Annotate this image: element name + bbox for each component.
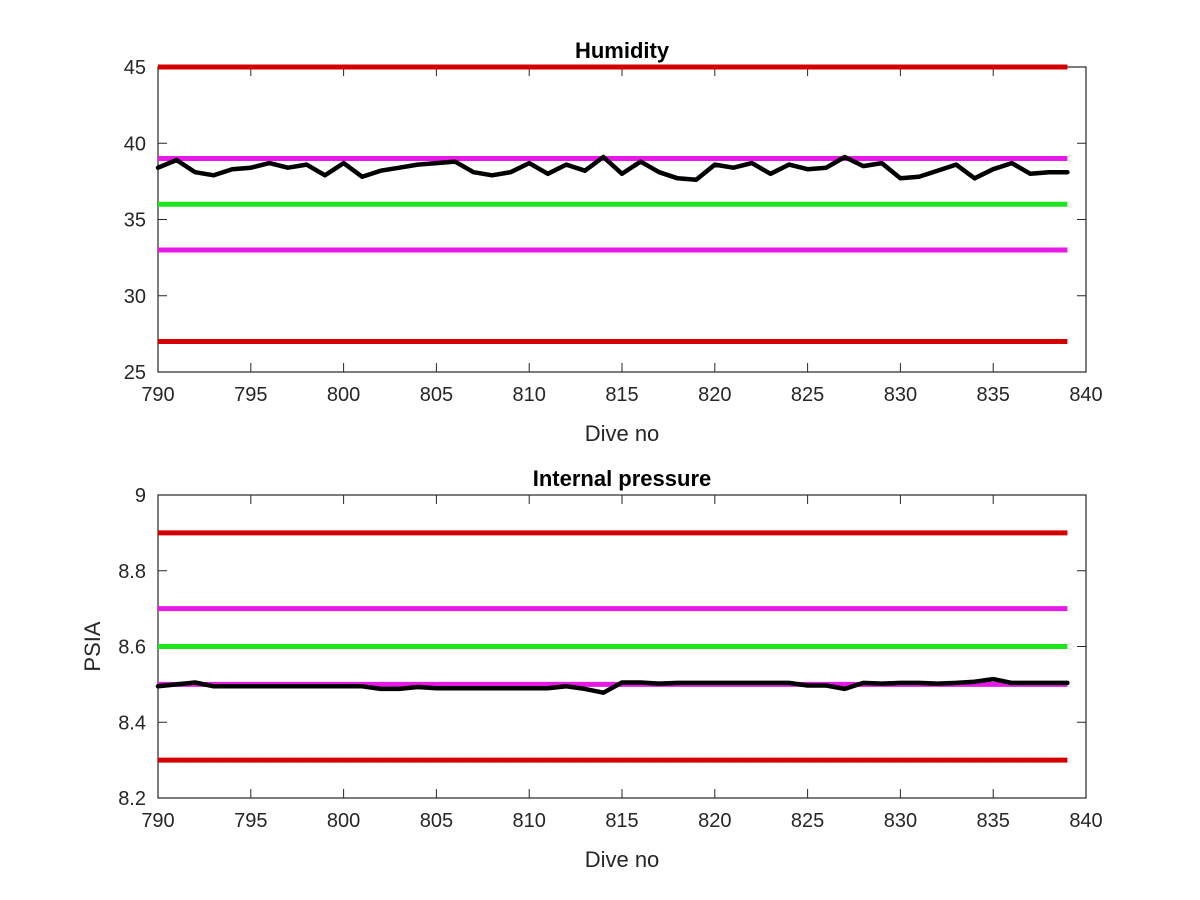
x-tick-label: 805 [420,810,453,832]
y-tick-label: 8.8 [118,561,146,583]
x-tick-label: 835 [977,810,1010,832]
x-tick-label: 790 [141,810,174,832]
y-tick-label: 40 [124,133,146,155]
x-tick-label: 830 [884,384,917,406]
y-tick-label: 9 [135,485,146,507]
x-tick-label: 835 [977,384,1010,406]
y-axis-label: PSIA [80,621,105,671]
series-line [155,676,1070,695]
x-axis-label: Dive no [585,421,660,446]
y-tick-label: 8.6 [118,637,146,659]
x-tick-label: 815 [605,810,638,832]
x-tick-label: 805 [420,384,453,406]
chart-title: Humidity [575,38,670,63]
x-tick-label: 810 [513,810,546,832]
x-tick-label: 800 [327,384,360,406]
series-line [155,154,1070,183]
x-tick-label: 840 [1069,810,1102,832]
y-tick-label: 35 [124,210,146,232]
y-tick-label: 8.4 [118,712,146,734]
chart-title: Internal pressure [533,466,712,491]
x-tick-label: 820 [698,384,731,406]
x-tick-label: 795 [234,810,267,832]
x-tick-label: 800 [327,810,360,832]
x-tick-label: 820 [698,810,731,832]
x-tick-label: 840 [1069,384,1102,406]
y-tick-label: 8.2 [118,788,146,810]
x-tick-label: 830 [884,810,917,832]
y-tick-label: 45 [124,57,146,79]
x-axis-label: Dive no [585,847,660,872]
subplots: 790 795 800 805 810 815 820 825 830 835 840 25 30 35 4… [80,38,1103,872]
subplot-2: 790 795 800 805 810 815 820 825 830 835 840 8.2 8.4 8… [80,466,1103,872]
plot-area-1 [157,66,1087,373]
x-tick-label: 795 [234,384,267,406]
subplot-1: 790 795 800 805 810 815 820 825 830 835 840 25 30 35 4… [124,38,1103,446]
x-tick-label: 790 [141,384,174,406]
x-tick-label: 815 [605,384,638,406]
y-tick-label: 30 [124,286,146,308]
x-tick-label: 810 [513,384,546,406]
x-tick-label: 825 [791,810,824,832]
x-tick-label: 825 [791,384,824,406]
y-tick-label: 25 [124,362,146,384]
